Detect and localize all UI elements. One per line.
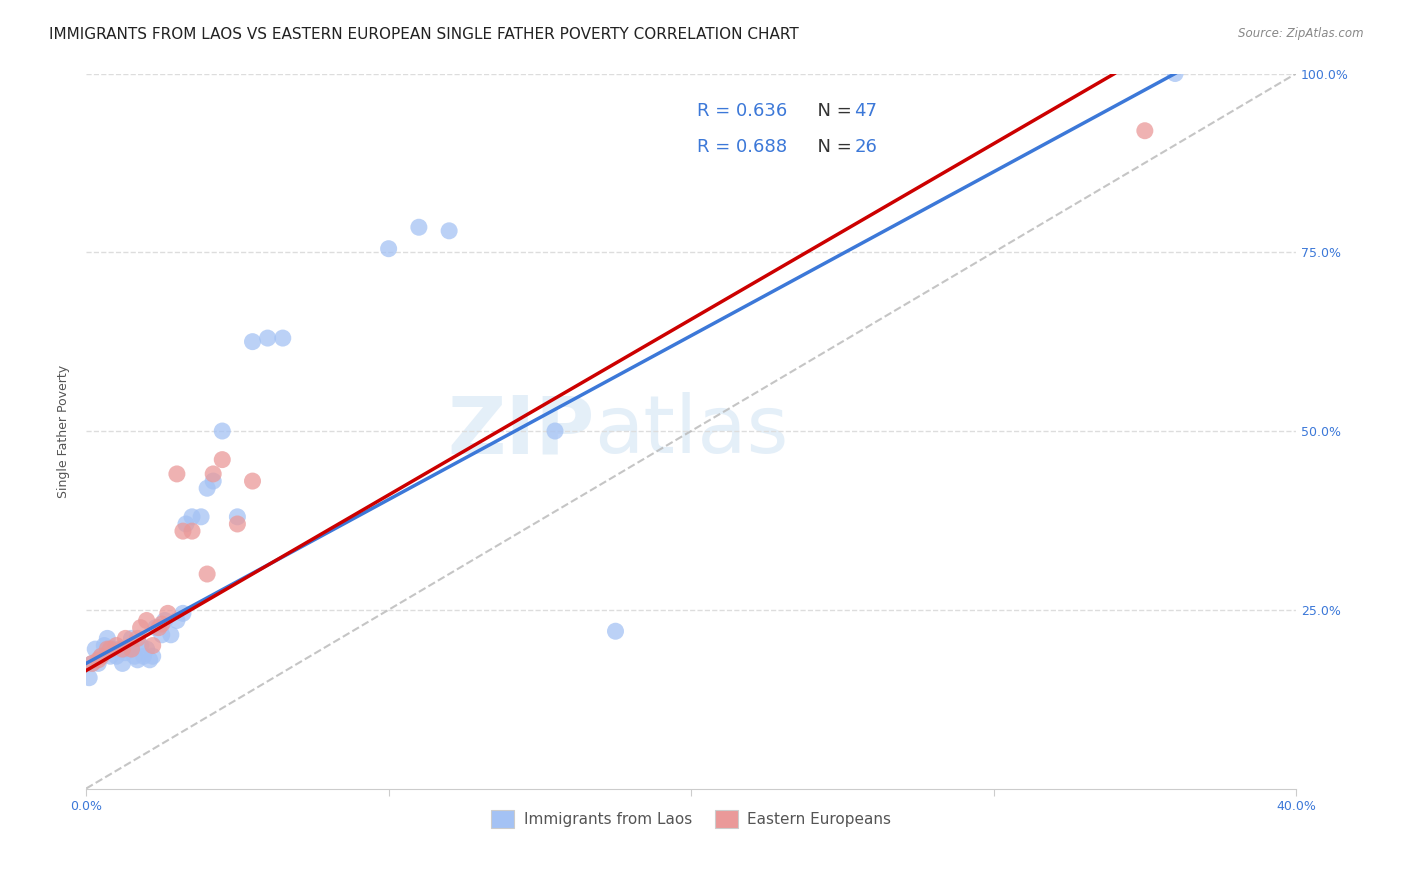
Text: N =: N = — [806, 102, 858, 120]
Point — [77, 671, 100, 685]
Point — [544, 424, 567, 438]
Point — [129, 621, 152, 635]
Point — [132, 649, 155, 664]
Point — [242, 474, 264, 488]
Point — [127, 653, 149, 667]
Point — [90, 649, 112, 664]
Point — [96, 642, 118, 657]
Point — [181, 524, 204, 538]
Point — [142, 639, 165, 653]
Point — [105, 639, 128, 653]
Point — [114, 642, 136, 657]
Point — [150, 617, 173, 632]
Point — [129, 639, 152, 653]
Point — [111, 657, 134, 671]
Point — [153, 614, 176, 628]
Text: Source: ZipAtlas.com: Source: ZipAtlas.com — [1239, 27, 1364, 40]
Text: atlas: atlas — [595, 392, 789, 470]
Point — [202, 474, 225, 488]
Point — [437, 224, 460, 238]
Text: 26: 26 — [855, 138, 877, 156]
Point — [117, 642, 139, 657]
Point — [195, 481, 218, 495]
Text: R = 0.688: R = 0.688 — [697, 138, 787, 156]
Point — [408, 220, 430, 235]
Point — [148, 621, 170, 635]
Point — [121, 632, 143, 646]
Point — [87, 657, 110, 671]
Point — [138, 653, 160, 667]
Point — [96, 632, 118, 646]
Text: N =: N = — [806, 138, 858, 156]
Point — [256, 331, 278, 345]
Point — [190, 509, 212, 524]
Point — [114, 646, 136, 660]
Point — [377, 242, 399, 256]
Point — [84, 642, 107, 657]
Point — [242, 334, 264, 349]
Text: ZIP: ZIP — [447, 392, 595, 470]
Point — [156, 607, 179, 621]
Point — [226, 509, 249, 524]
Point — [114, 632, 136, 646]
Point — [98, 642, 121, 657]
Point — [93, 639, 115, 653]
Point — [121, 642, 143, 657]
Point — [105, 649, 128, 664]
Point — [145, 621, 167, 635]
Point — [271, 331, 294, 345]
Point — [1133, 124, 1156, 138]
Point — [108, 642, 131, 657]
Point — [202, 467, 225, 481]
Text: 47: 47 — [855, 102, 877, 120]
Legend: Immigrants from Laos, Eastern Europeans: Immigrants from Laos, Eastern Europeans — [485, 804, 897, 835]
Point — [1164, 66, 1187, 80]
Point — [142, 649, 165, 664]
Point — [211, 452, 233, 467]
Text: IMMIGRANTS FROM LAOS VS EASTERN EUROPEAN SINGLE FATHER POVERTY CORRELATION CHART: IMMIGRANTS FROM LAOS VS EASTERN EUROPEAN… — [49, 27, 799, 42]
Point — [87, 653, 110, 667]
Y-axis label: Single Father Poverty: Single Father Poverty — [58, 365, 70, 498]
Point — [90, 649, 112, 664]
Point — [103, 642, 125, 657]
Point — [195, 567, 218, 582]
Point — [82, 657, 104, 671]
Point — [98, 649, 121, 664]
Point — [211, 424, 233, 438]
Point — [226, 516, 249, 531]
Point — [150, 628, 173, 642]
Point — [135, 614, 157, 628]
Point — [174, 516, 197, 531]
Point — [121, 639, 143, 653]
Point — [82, 657, 104, 671]
Point — [160, 628, 183, 642]
Point — [111, 642, 134, 657]
Point — [181, 509, 204, 524]
Point — [166, 467, 188, 481]
Point — [127, 632, 149, 646]
Point — [172, 607, 194, 621]
Point — [135, 642, 157, 657]
Text: R = 0.636: R = 0.636 — [697, 102, 787, 120]
Point — [605, 624, 627, 639]
Point — [172, 524, 194, 538]
Point — [124, 649, 146, 664]
Point — [96, 642, 118, 657]
Point — [166, 614, 188, 628]
